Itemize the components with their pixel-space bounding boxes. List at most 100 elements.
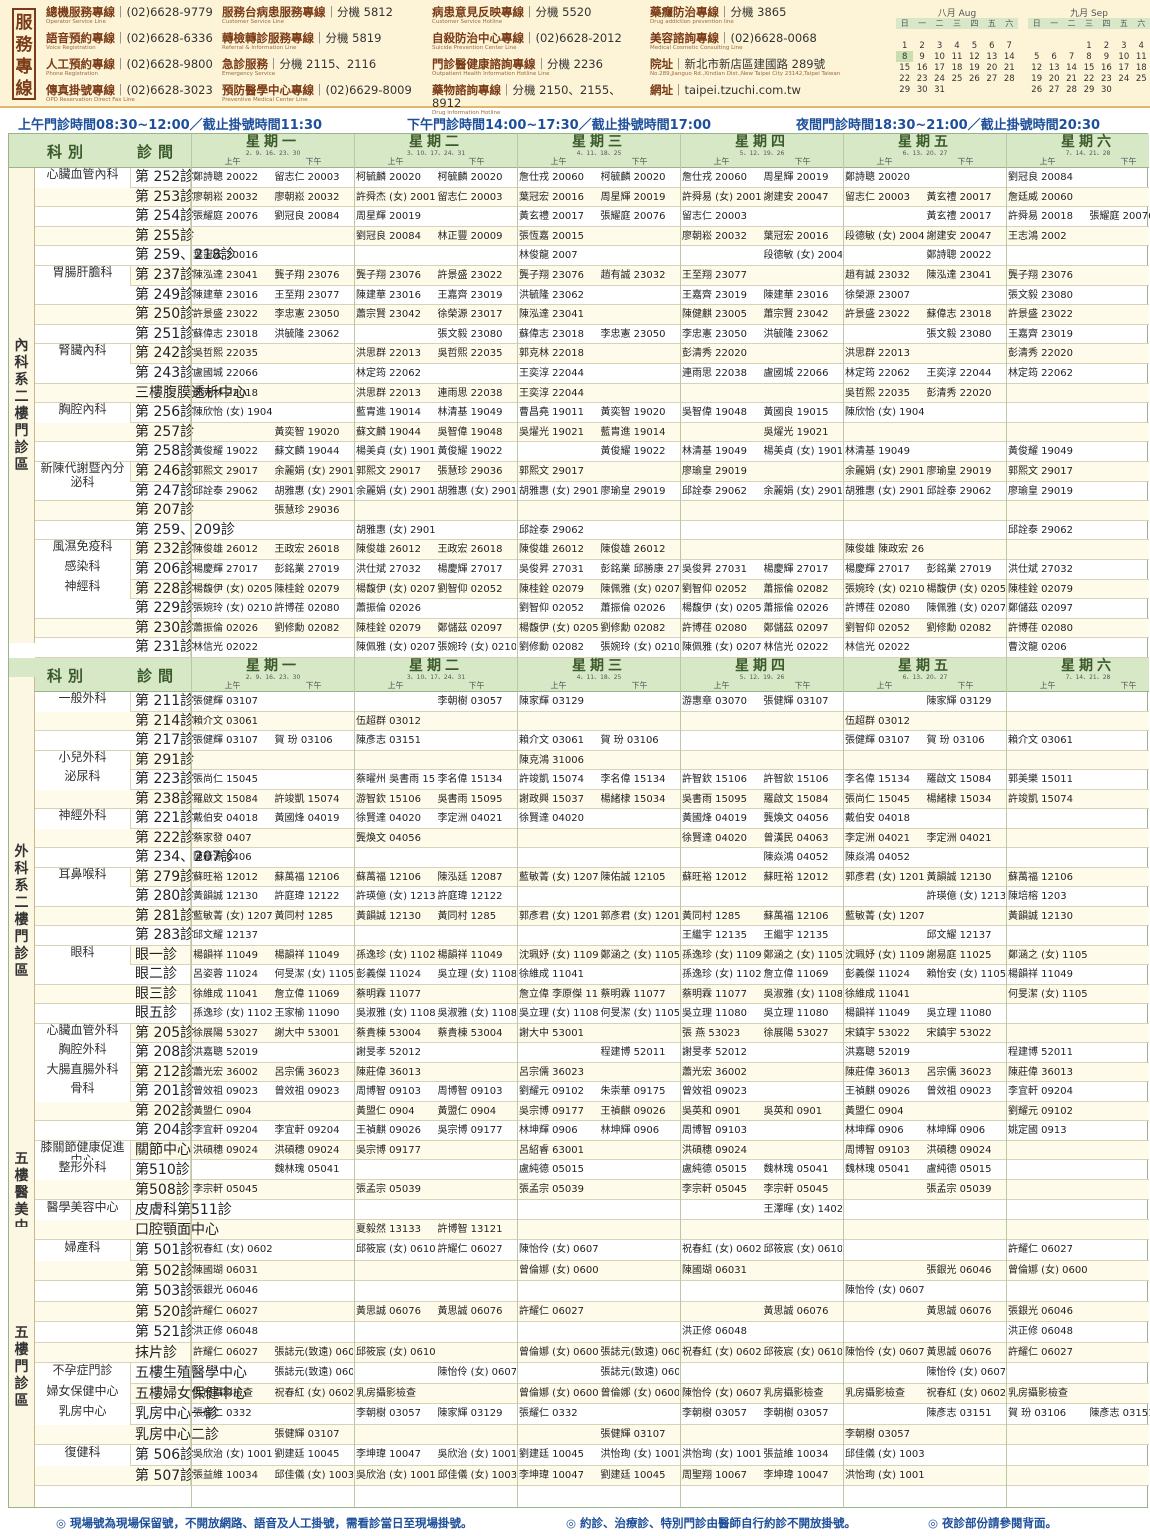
doctor-slot: 李名偉 15134 [845,774,910,785]
doctor-slot: 陳怡伶 (女) 06072 [519,1244,598,1255]
doctor-slot: 徐榮源 23007 [845,289,910,301]
day-header: 星期六 7、14、21、28 上午 下午 [1006,134,1150,168]
service-line-main: 病患意見反映專線｜分機 5520 [432,6,642,19]
doctor-slot: 劉修勳 02082 [274,622,340,634]
doctor-slot: 曾漢民 04063 [763,832,829,844]
calendar-day: 19 [1031,73,1043,84]
fifth-floor-row: 婦產科第 501診 祝春紅 (女) 06029 邱筱宸 (女) 06100 許耀仁 0… [35,1240,1149,1261]
clinic-room: 乳房中心二診 [131,1424,219,1445]
pm-label: 下午 [631,681,648,690]
afternoon-hours: 下午門診時間14:00~17:30／截止掛號時間17:00 [407,118,712,133]
day-divider [191,134,192,1507]
doctor-slot: 龔子翔 23076 [274,270,340,281]
doctor-slot: 吳燿光 19021 [519,426,584,438]
clinic-room: 第 258診 [131,442,194,462]
doctor-slot: 黃俊耀 19049 [1008,446,1073,458]
doctor-slot: 王禎麒 09026 [356,1125,421,1136]
zone-fifth: 五樓門診區 [9,1227,35,1507]
doctor-slot: 吳智偉 19048 [437,426,503,438]
pm-label: 下午 [957,681,974,690]
am-label: 上午 [876,157,893,166]
service-line: 語音預約專線｜(02)6628-6336 Voice Registration [46,32,226,58]
doctor-slot: 楊慶輝 27017 [437,564,503,575]
pm-label: 下午 [957,157,974,166]
surgical-row: 骨科第 201診 曾效祖 09023 曾效祖 09023 周博智 09103 周博智 0… [35,1081,1149,1102]
department-name: 心臟血管內科 [35,167,131,188]
doctor-slot: 陳桂銓 02079 [356,622,421,634]
doctor-slot: 鄭詩聰 20022 [926,250,992,262]
clinic-room: 第 238診 [131,789,194,809]
doctor-slot: 周博智 09103 [682,1125,747,1136]
clinic-room: 第 507診 [131,1465,194,1486]
service-title: 急診服務 [222,57,268,71]
calendar-day: 18 [1135,62,1147,73]
doctor-slot: 龔煥文 04056 [356,832,421,844]
doctor-slot: 曾倫娜 (女) 06001 [519,1346,598,1358]
doctor-slot: 胡雅惠 (女) 29018 [519,485,598,497]
service-english: No.289,Jianguo Rd.,Xindian Dist.,New Tai… [650,71,841,77]
doctor-slot: 蔡貴棟 53004 [356,1027,421,1039]
doctor-slot: 許博荏 02080 [845,603,910,615]
calendar-day: 17 [934,62,945,73]
service-line-main: 傳真掛號專線｜(02)6628-3023 [46,84,226,97]
service-line: 轉檢轉診服務專線｜分機 5819 Referral & Information L… [222,32,422,58]
calendar-day [1028,40,1045,51]
doctor-slot: 蕭振倫 02082 [763,583,829,595]
doctor-slot: 黃思誠 06076 [437,1305,503,1317]
doctor-slot: 蘇萬福 12106 [1008,871,1073,883]
doctor-slot: 魏林瑰 05041 [274,1164,340,1175]
day-divider [1006,134,1007,1507]
doctor-slot: 張孟宗 05039 [926,1184,992,1195]
service-column-3: 病患意見反映專線｜分機 5520 Customer Service Hotline… [432,6,642,117]
doctor-slot: 陳克鴻 31006 [519,754,584,766]
clinic-room: 五樓生殖醫學中心 [131,1363,247,1384]
calendar-day: 11 [951,51,963,62]
doctor-slot: 祝春紅 (女) 06029 [682,1244,761,1255]
clinic-room: 第 503診 [131,1281,194,1302]
doctor-slot: 謝大中 53001 [274,1027,340,1039]
clinic-room: 第 259、209診 [131,520,235,541]
doctor-slot: 許博智 13121 [437,1224,503,1235]
service-title: 網址 [650,83,673,97]
department-name: 骨科 [35,1081,131,1102]
doctor-slot: 張健輝 03107 [763,696,829,707]
surgical-row: 眼五診 孫逸珍 (女) 11026 王家榆 11090 吳淑雅 (女) 11086 吳淑… [35,1004,1149,1024]
doctor-slot: 陳建華 23016 [193,289,258,301]
doctor-slot: 祝春紅 (女) 06029 [682,1346,761,1358]
doctor-slot: 吳哲熙 22035 [193,348,258,360]
weekday-dates: 6、13、20、27 [902,150,948,157]
doctor-slot: 祝春紅 (女) 06029 [193,1244,272,1255]
surgical-row: 第 222診 蔡家發 0407 龔煥文 04056 徐賢達 04020 曾漢民 0406… [35,828,1149,848]
doctor-slot: 徐榮源 23017 [437,309,503,321]
clinic-room: 第 254診 [131,207,194,227]
table-header-internal: 科別 診間 星期一 2、9、16、23、30 上午 下午 星期二 3、10、17、24、31 上… [9,134,1149,168]
doctor-slot: 姚定國 0913 [1008,1125,1067,1136]
doctor-slot: 廖朝崧 20032 [274,191,340,203]
calendar-weekday: 二 [1062,18,1081,29]
fifth-floor-row: 第 507診 張益維 10034 邱佳儀 (女) 10030 吳欣治 (女) 1001… [35,1465,1149,1486]
doctor-slot: 許景盛 23022 [1008,309,1073,321]
doctor-slot: 黃韻誠 12130 [926,871,992,883]
beauty-row: 口腔顎面中心 夏毅然 13133 許博智 13121 [35,1220,1149,1240]
calendar-day: 10 [1118,51,1130,62]
doctor-slot: 黃奕智 19020 [600,407,666,419]
room-header: 診間 [137,667,180,685]
calendar-day: 2 [1103,40,1110,51]
clinic-room: 抹片診 [131,1342,191,1363]
calendar-title: 八月 Aug [937,9,977,19]
doctor-slot: 蕭振倫 02026 [193,622,258,634]
doctor-slot: 林信光 02022 [193,642,258,654]
department-label: 復健科 [64,1445,101,1459]
doctor-slot: 廖瑜皇 29019 [682,466,747,477]
doctor-slot: 林信光 02022 [845,642,910,654]
am-pm-labels: 上午 下午 [192,681,354,690]
calendar-day: 27 [1048,84,1060,95]
doctor-slot: 黃韻誠 12130 [1008,910,1073,922]
surgical-row: 第 238診 羅啟文 15084 許竣凱 15074 游智欽 15106 吳書雨 150… [35,789,1149,809]
calendar-weekday: 五 [983,18,1001,29]
pm-label: 下午 [631,157,648,166]
service-title: 藥癮防治專線 [650,5,719,19]
fifth-floor-row: 不孕症門診 五樓生殖醫學中心 張誌元(致遠) 06083 陳怡伶 (女) 06072 張… [35,1363,1149,1384]
doctor-slot: 王奕淳 22044 [926,368,992,379]
department-label: 感染科 [64,559,101,573]
